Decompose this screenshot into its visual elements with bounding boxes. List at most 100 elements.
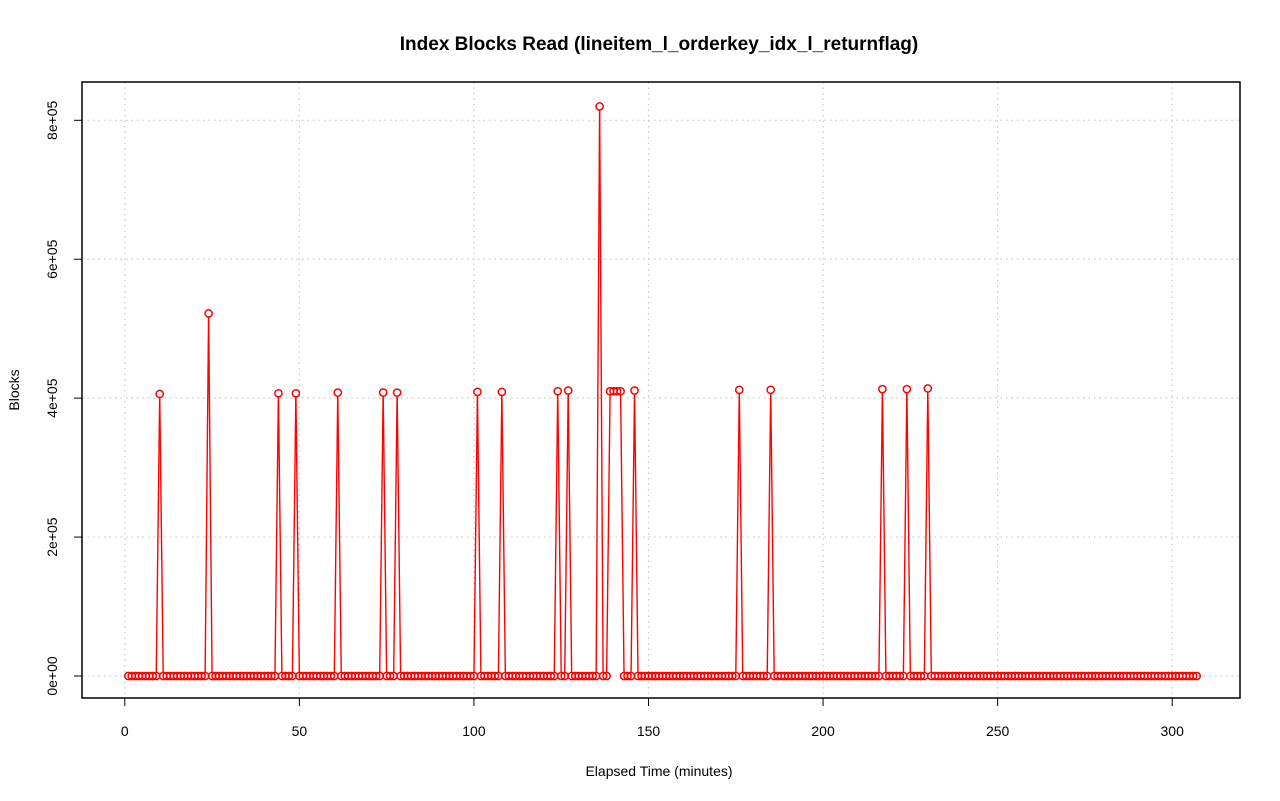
data-point	[766, 385, 776, 395]
series-segment	[881, 392, 887, 673]
data-point	[734, 385, 744, 395]
x-tick-label: 50	[292, 723, 308, 739]
data-point	[598, 671, 608, 681]
series-segment	[476, 395, 482, 673]
series-segment	[902, 392, 908, 673]
data-point	[497, 387, 507, 397]
data-point	[385, 671, 395, 681]
data-point	[612, 386, 622, 396]
x-tick-label: 150	[637, 723, 661, 739]
data-point	[197, 671, 206, 681]
data-point	[902, 384, 912, 394]
data-point	[595, 102, 604, 111]
data-point	[490, 671, 500, 681]
series-segment	[159, 397, 164, 673]
series-segment	[295, 396, 301, 673]
series-segment	[878, 392, 884, 673]
data-point	[155, 389, 165, 399]
series-segment	[553, 394, 559, 673]
series-segment	[598, 110, 604, 673]
data-point	[616, 386, 625, 396]
x-tick-label: 300	[1161, 723, 1185, 739]
series-segment	[333, 396, 339, 673]
series-segment	[557, 394, 562, 673]
series-segment	[567, 394, 573, 673]
series-segment	[605, 394, 611, 673]
data-point	[274, 388, 283, 398]
series-segment	[501, 395, 507, 673]
x-tick-label: 250	[986, 723, 1010, 739]
series-segment	[630, 394, 636, 673]
y-tick-label: 6e+05	[44, 239, 60, 279]
grid	[82, 82, 1240, 698]
data-point	[556, 671, 566, 681]
series-segment	[379, 396, 384, 673]
series-segment	[923, 392, 929, 673]
series-segment	[564, 394, 569, 673]
y-tick-label: 4e+05	[44, 378, 60, 418]
data-point	[602, 671, 611, 681]
data-point	[284, 671, 294, 681]
series-segment	[497, 395, 503, 673]
y-tick-label: 8e+05	[44, 100, 60, 140]
data-point	[878, 384, 887, 394]
series-segment	[927, 392, 932, 673]
series-segment	[277, 396, 283, 673]
data-point	[563, 386, 573, 395]
data-point	[378, 388, 388, 397]
data-point	[333, 388, 343, 397]
series-segment	[770, 393, 775, 673]
data-point	[1188, 671, 1198, 681]
series-segment	[337, 396, 342, 673]
data-point	[392, 388, 402, 397]
data-point	[267, 671, 276, 681]
data-point	[466, 671, 475, 681]
data-point	[871, 671, 880, 681]
data-point	[588, 671, 597, 681]
y-tick-label: 0e+00	[44, 656, 60, 696]
data-point	[291, 388, 301, 398]
x-tick-label: 0	[121, 723, 129, 739]
y-tick-label: 2e+05	[44, 517, 60, 557]
series-segment	[382, 396, 388, 673]
series-segment	[204, 316, 210, 673]
series-segment	[766, 393, 772, 673]
series-segment	[155, 397, 161, 673]
series-segment	[633, 394, 639, 673]
y-axis: 0e+00 2e+05 4e+05 6e+05 8e+05	[44, 100, 83, 696]
data-point	[553, 386, 563, 396]
series-segment	[906, 392, 912, 673]
data-point	[923, 384, 933, 393]
data-point	[623, 671, 632, 681]
data-point	[473, 387, 482, 397]
series-segment	[473, 395, 479, 673]
data-point	[371, 671, 381, 681]
data-point	[546, 671, 556, 681]
series-segment	[396, 396, 402, 673]
x-axis-label: Elapsed Time (minutes)	[585, 763, 732, 779]
data-point	[727, 671, 737, 681]
series-segment	[392, 396, 398, 673]
y-axis-label: Blocks	[6, 369, 22, 410]
series-segment	[274, 396, 280, 673]
data-point	[630, 386, 639, 395]
data-point	[759, 671, 769, 681]
data-point	[895, 671, 905, 681]
series-segment	[738, 393, 744, 673]
series-segment	[207, 316, 213, 673]
data-point	[916, 671, 926, 681]
data-point	[326, 671, 336, 681]
series-blocks	[123, 102, 1201, 681]
series-segment	[619, 394, 625, 673]
series-segment	[735, 393, 740, 673]
x-tick-label: 200	[811, 723, 835, 739]
plot-frame	[81, 81, 1241, 699]
x-axis: 0 50 100 150 200 250 300	[121, 697, 1185, 739]
x-tick-label: 100	[462, 723, 486, 739]
data-point	[1192, 671, 1201, 681]
series-segment	[595, 110, 601, 673]
chart-title: Index Blocks Read (lineitem_l_orderkey_i…	[400, 34, 918, 55]
data-point	[148, 671, 158, 681]
data-point	[204, 309, 213, 318]
